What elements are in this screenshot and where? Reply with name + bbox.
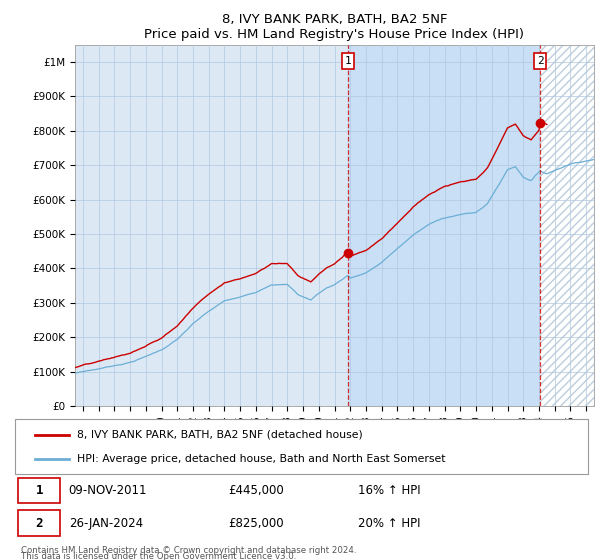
Bar	[348, 45, 540, 406]
Text: 09-NOV-2011: 09-NOV-2011	[68, 484, 147, 497]
Text: 1: 1	[344, 56, 352, 66]
Text: £825,000: £825,000	[229, 516, 284, 530]
FancyBboxPatch shape	[18, 511, 60, 535]
Text: 2: 2	[35, 516, 43, 530]
Text: 16% ↑ HPI: 16% ↑ HPI	[358, 484, 420, 497]
Text: 1: 1	[35, 484, 43, 497]
Text: This data is licensed under the Open Government Licence v3.0.: This data is licensed under the Open Gov…	[21, 552, 296, 560]
Text: 8, IVY BANK PARK, BATH, BA2 5NF (detached house): 8, IVY BANK PARK, BATH, BA2 5NF (detache…	[77, 430, 363, 440]
Text: 20% ↑ HPI: 20% ↑ HPI	[358, 516, 420, 530]
Title: 8, IVY BANK PARK, BATH, BA2 5NF
Price paid vs. HM Land Registry's House Price In: 8, IVY BANK PARK, BATH, BA2 5NF Price pa…	[145, 13, 524, 41]
Text: 2: 2	[536, 56, 544, 66]
Text: 26-JAN-2024: 26-JAN-2024	[68, 516, 143, 530]
Bar	[540, 45, 594, 406]
Text: £445,000: £445,000	[229, 484, 284, 497]
Text: Contains HM Land Registry data © Crown copyright and database right 2024.: Contains HM Land Registry data © Crown c…	[21, 547, 356, 556]
Text: HPI: Average price, detached house, Bath and North East Somerset: HPI: Average price, detached house, Bath…	[77, 454, 446, 464]
FancyBboxPatch shape	[16, 419, 587, 474]
FancyBboxPatch shape	[18, 478, 60, 503]
Bar	[540, 45, 594, 406]
